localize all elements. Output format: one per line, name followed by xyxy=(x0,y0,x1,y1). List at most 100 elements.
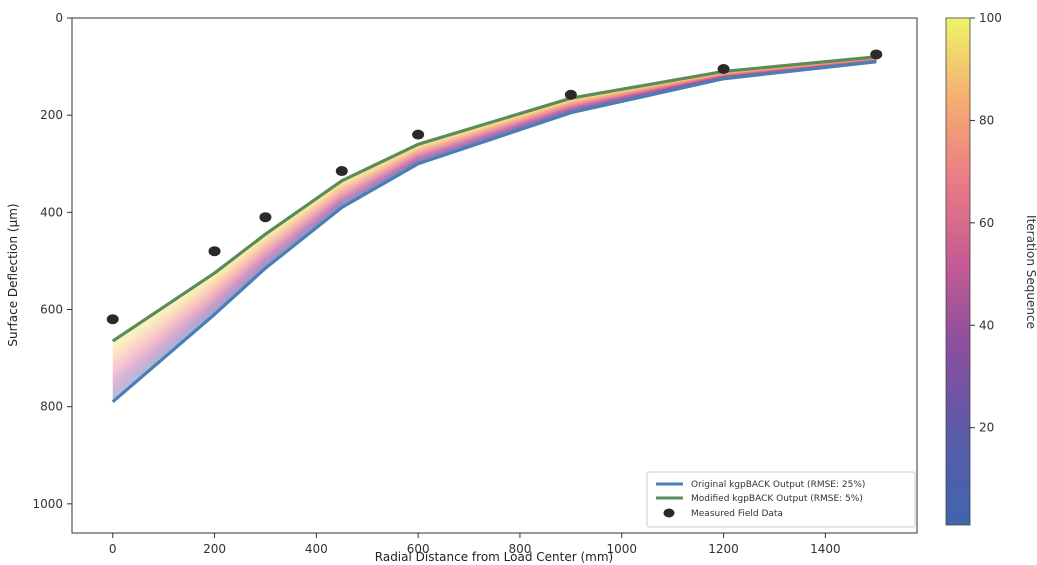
iteration-line xyxy=(112,60,877,389)
iteration-line xyxy=(112,59,877,382)
x-tick-label: 1400 xyxy=(810,542,841,556)
x-tick-label: 0 xyxy=(109,542,117,556)
iteration-line xyxy=(112,59,877,386)
iteration-line xyxy=(112,57,877,360)
iteration-line xyxy=(112,59,877,381)
iteration-line xyxy=(112,57,877,357)
series-line-modified xyxy=(111,55,877,343)
iteration-line xyxy=(112,59,877,378)
colorbar-tick-label: 60 xyxy=(979,216,994,230)
measured-point xyxy=(717,64,730,75)
iteration-line xyxy=(112,59,877,385)
iteration-line xyxy=(112,59,877,386)
iteration-line xyxy=(112,58,877,374)
iteration-line xyxy=(112,58,877,367)
iteration-line xyxy=(112,59,877,387)
iteration-line xyxy=(112,57,877,355)
measured-point xyxy=(259,212,272,223)
x-tick-label: 600 xyxy=(407,542,430,556)
measured-point xyxy=(564,89,577,100)
iteration-line xyxy=(112,57,877,362)
iteration-line xyxy=(112,58,877,368)
measured-point xyxy=(412,129,425,140)
colorbar-tick-label: 100 xyxy=(979,11,1002,25)
iteration-line xyxy=(112,58,877,366)
iteration-line xyxy=(112,58,877,364)
iteration-line xyxy=(112,57,877,354)
iteration-line xyxy=(112,59,877,378)
iteration-line xyxy=(112,60,877,388)
iteration-line xyxy=(112,58,877,371)
legend: Original kgpBACK Output (RMSE: 25%) Modi… xyxy=(646,471,916,528)
iteration-line xyxy=(112,57,877,361)
y-axis-label: Surface Deflection (μm) xyxy=(6,203,20,346)
iteration-line xyxy=(112,58,877,370)
iteration-line xyxy=(112,57,877,360)
colorbar-label: Iteration Sequence xyxy=(1024,215,1037,329)
plot-area xyxy=(71,17,918,534)
iteration-line xyxy=(112,58,877,363)
y-tick-label: 400 xyxy=(40,205,63,219)
colorbar-tick-label: 40 xyxy=(979,318,994,332)
iteration-line xyxy=(112,59,877,383)
legend-label-modified: Modified kgpBACK Output (RMSE: 5%) xyxy=(691,494,863,504)
iteration-line xyxy=(112,58,877,373)
x-axis-label: Radial Distance from Load Center (mm) xyxy=(375,550,613,564)
iteration-line xyxy=(112,60,877,389)
iteration-line xyxy=(112,60,877,390)
iteration-line xyxy=(112,59,877,376)
y-tick-label: 0 xyxy=(55,11,63,25)
iteration-line xyxy=(112,57,877,357)
iteration-line xyxy=(112,58,877,371)
y-tick-label: 200 xyxy=(40,108,63,122)
measured-points xyxy=(106,49,883,325)
x-tick-label: 800 xyxy=(508,542,531,556)
iteration-line xyxy=(112,57,877,359)
iteration-line xyxy=(112,59,877,379)
iteration-line xyxy=(112,58,877,369)
legend-swatch-measured xyxy=(663,508,675,518)
colorbar-tick-label: 80 xyxy=(979,113,994,127)
series-line-original xyxy=(111,60,877,404)
measured-point xyxy=(870,49,883,60)
iteration-line xyxy=(112,60,877,387)
x-axis: 0 200 400 600 800 1000 1200 1400 xyxy=(109,533,841,556)
x-tick-label: 1200 xyxy=(708,542,739,556)
x-tick-label: 1000 xyxy=(606,542,637,556)
series-lines xyxy=(111,55,877,404)
iteration-line xyxy=(112,59,877,384)
y-tick-label: 600 xyxy=(40,303,63,317)
iteration-line xyxy=(112,59,877,379)
iteration-line xyxy=(112,59,877,384)
y-tick-label: 800 xyxy=(40,400,63,414)
iteration-line xyxy=(112,60,877,390)
iteration-line xyxy=(112,59,877,380)
colorbar-tick-label: 20 xyxy=(979,421,994,435)
iteration-line xyxy=(112,58,877,373)
iteration-line xyxy=(112,59,877,377)
iteration-line xyxy=(112,59,877,376)
y-axis: 0 200 400 600 800 1000 xyxy=(32,11,72,511)
iteration-line xyxy=(112,58,877,368)
measured-point xyxy=(335,166,348,177)
iteration-line xyxy=(112,57,877,358)
measured-point xyxy=(106,314,119,325)
iteration-line xyxy=(112,57,877,362)
iteration-line xyxy=(112,58,877,365)
iteration-line xyxy=(112,58,877,374)
iteration-line xyxy=(112,57,877,359)
iteration-line xyxy=(112,58,877,370)
legend-box xyxy=(646,471,916,528)
iteration-line xyxy=(112,58,877,372)
iteration-line xyxy=(112,57,877,354)
iteration-line xyxy=(112,59,877,375)
iteration-line xyxy=(112,57,877,356)
iteration-line xyxy=(112,58,877,363)
iteration-line xyxy=(112,58,877,365)
colorbar-ticks: 20 40 60 80 100 xyxy=(970,11,1002,435)
legend-label-measured: Measured Field Data xyxy=(691,509,783,519)
iteration-line xyxy=(112,57,877,355)
iteration-line xyxy=(112,59,877,381)
measured-point xyxy=(208,246,221,257)
